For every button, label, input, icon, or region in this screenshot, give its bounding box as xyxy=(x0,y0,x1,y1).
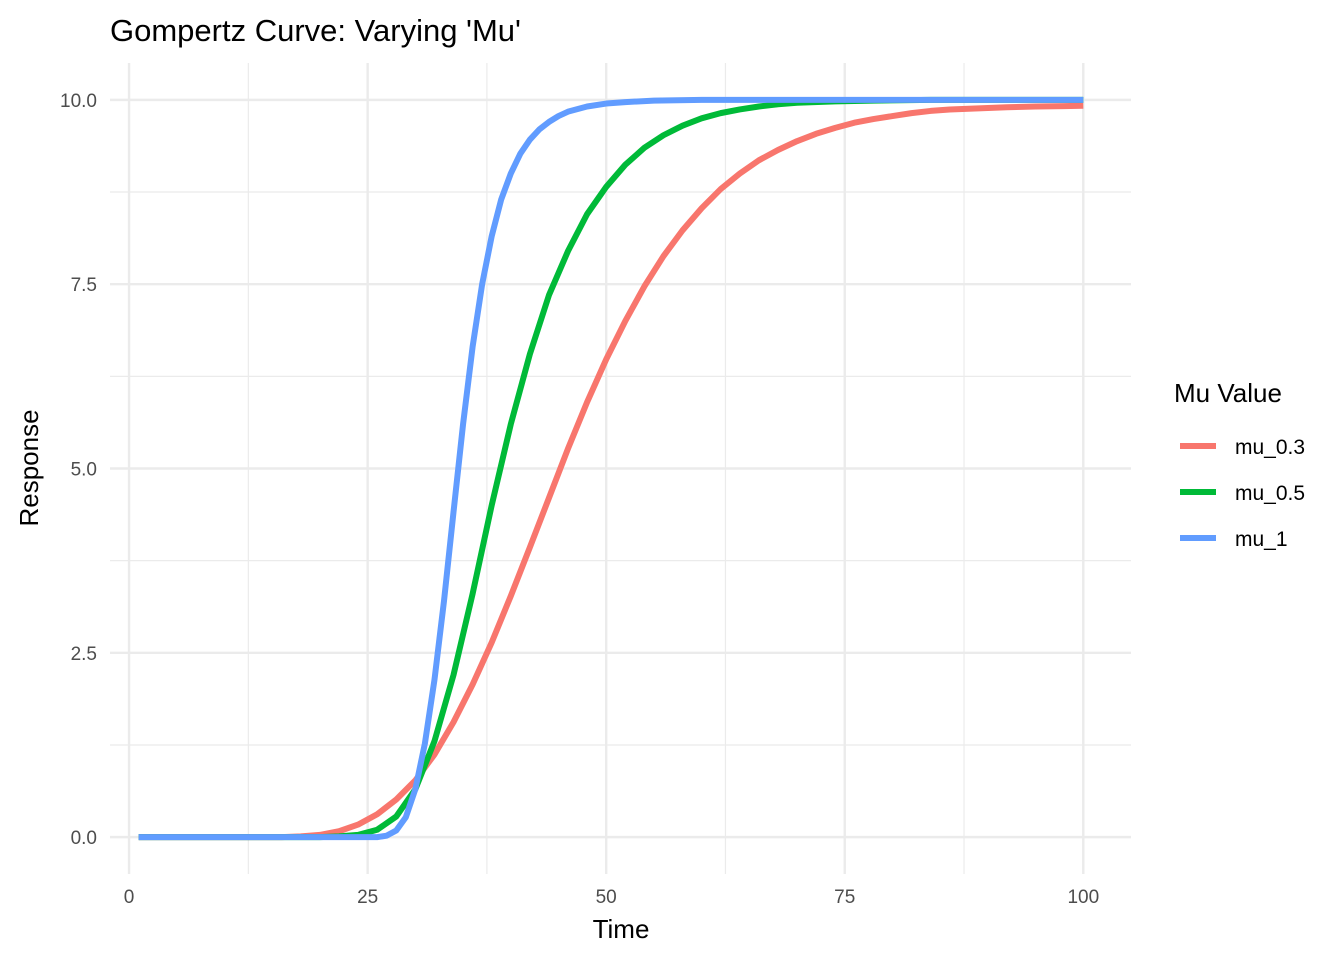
x-tick-label: 100 xyxy=(1067,887,1099,908)
legend-items: mu_0.3 mu_0.5 mu_1 xyxy=(1180,436,1305,551)
legend-label: mu_1 xyxy=(1235,528,1288,551)
x-tick-label: 25 xyxy=(357,887,378,908)
y-tick-label: 10.0 xyxy=(60,91,97,112)
x-tick-label: 50 xyxy=(596,887,617,908)
y-tick-label: 7.5 xyxy=(71,275,97,296)
series-line-mu-0-5 xyxy=(138,96,1084,841)
legend-item: mu_0.5 xyxy=(1180,482,1305,505)
y-tick-label: 2.5 xyxy=(71,644,97,665)
legend: Mu Value mu_0.3 mu_0.5 mu_1 xyxy=(1174,378,1305,551)
x-tick-label: 0 xyxy=(124,887,135,908)
y-tick-label: 0.0 xyxy=(71,828,97,849)
y-tick-labels: 0.0 2.5 5.0 7.5 10.0 xyxy=(60,91,97,849)
x-tick-labels: 0 25 50 75 100 xyxy=(124,887,1099,908)
legend-item: mu_1 xyxy=(1180,528,1288,551)
grid-minor xyxy=(110,63,1131,874)
legend-title: Mu Value xyxy=(1174,378,1282,408)
series-line-mu-1 xyxy=(138,96,1084,841)
x-tick-label: 75 xyxy=(834,887,855,908)
y-tick-label: 5.0 xyxy=(71,460,97,481)
series-line-mu-0-3 xyxy=(138,102,1084,841)
legend-label: mu_0.5 xyxy=(1235,482,1305,505)
y-axis-title: Response xyxy=(14,409,44,526)
legend-label: mu_0.3 xyxy=(1235,436,1305,459)
legend-item: mu_0.3 xyxy=(1180,436,1305,459)
chart-title: Gompertz Curve: Varying 'Mu' xyxy=(110,13,521,48)
x-axis-title: Time xyxy=(593,914,650,944)
series-group xyxy=(138,96,1084,841)
